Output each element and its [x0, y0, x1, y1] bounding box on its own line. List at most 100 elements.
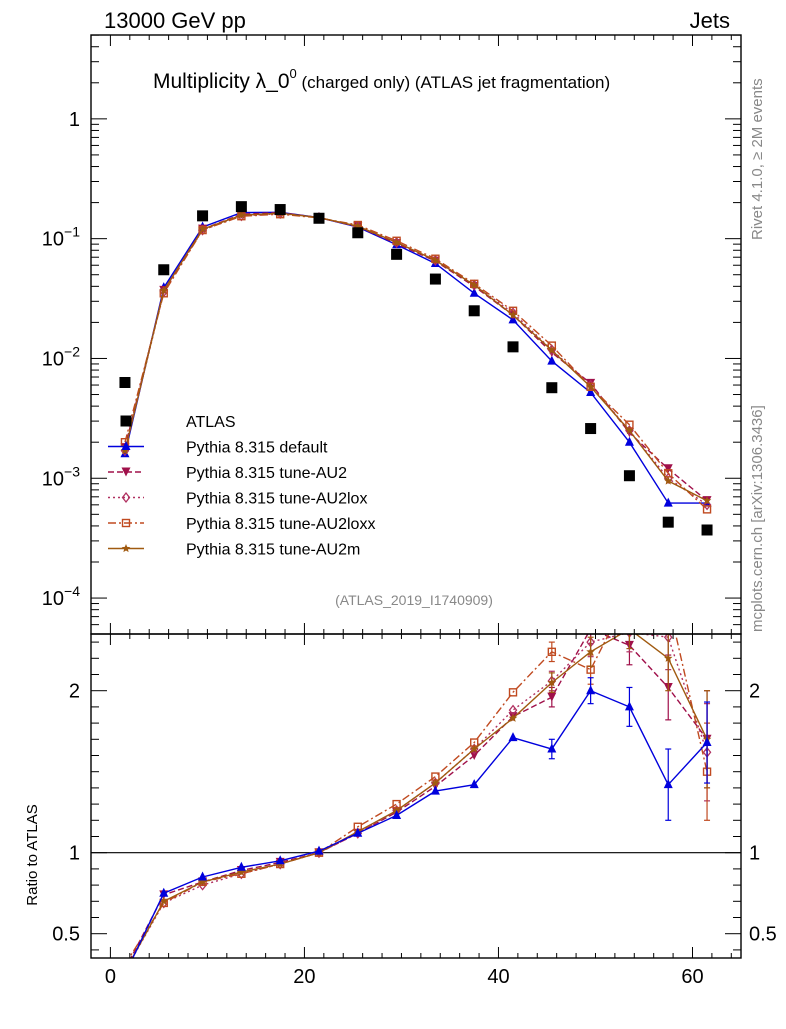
data-point-4-15 — [702, 505, 712, 514]
ratio-series-3 — [121, 590, 712, 968]
y-tick-base-3: 10 — [42, 468, 64, 490]
ratio-point-2-0 — [121, 966, 128, 975]
ratio-point-0-5 — [314, 845, 324, 855]
ratio-point-4-0 — [121, 967, 130, 975]
y-tick-base-4: 10 — [42, 588, 64, 610]
data-point-0-8 — [429, 273, 441, 285]
ratio-point-1-12 — [586, 625, 595, 634]
ratio-point-0-13 — [624, 701, 634, 711]
series-2 — [120, 208, 712, 506]
main-series-group — [119, 201, 713, 536]
data-point-0-1 — [158, 264, 170, 276]
data-point-1-9 — [469, 287, 479, 297]
y-tick-label-0: 1 — [69, 109, 80, 131]
legend-label-3: Pythia 8.315 tune-AU2lox — [186, 491, 367, 508]
legend-marker-5 — [121, 544, 131, 553]
legend-label-4: Pythia 8.315 tune-AU2loxx — [186, 516, 375, 533]
legend-label-1: Pythia 8.315 default — [186, 440, 328, 457]
y-tick-label-3: 10−3 — [42, 463, 80, 490]
ratio-series-0 — [131, 677, 712, 958]
data-point-0-15 — [701, 524, 713, 536]
ratio-point-0-4 — [275, 855, 285, 865]
ratio-point-4-10 — [508, 713, 518, 722]
legend-item-2: Pythia 8.315 tune-AU2 — [108, 465, 347, 482]
data-point-1-0 — [120, 448, 130, 458]
y-tick-exp-3: −3 — [64, 463, 80, 479]
x-tick-label-20: 20 — [293, 966, 315, 988]
analysis-id-label: (ATLAS_2019_I1740909) — [335, 592, 493, 608]
title-sup: 0 — [290, 66, 297, 81]
series-line-3 — [124, 212, 708, 506]
data-point-0-0 — [119, 376, 131, 388]
y-tick-label-1: 10−1 — [42, 224, 80, 251]
data-point-0-2 — [197, 210, 209, 222]
ratio-point-4-11 — [547, 678, 557, 687]
legend-marker-3 — [121, 491, 131, 504]
series-line-1 — [124, 211, 707, 504]
main-title: Multiplicity λ_00 (charged only) (ATLAS … — [153, 66, 610, 93]
y-tick-base-0: 1 — [69, 109, 80, 131]
y-tick-base-1: 10 — [42, 229, 64, 251]
legend-label-5: Pythia 8.315 tune-AU2m — [186, 542, 360, 559]
data-point-5-3 — [237, 210, 246, 219]
legend-marker-4 — [121, 518, 131, 528]
data-point-5-2 — [198, 224, 207, 233]
ratio-point-0-3 — [236, 861, 246, 871]
main-plot-marks — [119, 201, 713, 536]
ratio-point-4-3 — [237, 867, 246, 876]
series-5 — [120, 208, 712, 505]
ratio-line-4 — [131, 634, 708, 958]
ratio-point-1-0 — [120, 965, 129, 974]
data-point-5-8 — [431, 255, 440, 264]
ratio-point-0-6 — [353, 827, 363, 837]
data-point-0-6 — [352, 227, 364, 239]
ratio-y-tick-label-right-2: 2 — [749, 681, 760, 703]
ratio-series-4 — [121, 625, 712, 975]
x-tick-label-60: 60 — [681, 966, 703, 988]
ratio-point-0-15 — [702, 737, 712, 747]
ratio-point-0-9 — [469, 779, 479, 789]
data-point-1-12 — [586, 386, 596, 396]
ratio-point-3-0 — [121, 961, 128, 968]
ratio-plot-marks — [91, 590, 741, 975]
data-point-5-0 — [120, 446, 130, 455]
ratio-point-4-13 — [625, 625, 634, 633]
y-tick-exp-2: −2 — [64, 343, 80, 359]
legend-marker-0 — [120, 415, 132, 427]
data-point-5-9 — [469, 280, 479, 289]
header-energy-label: 13000 GeV pp — [104, 8, 246, 33]
ratio-y-tick-label-left-2: 2 — [69, 681, 80, 703]
data-point-5-15 — [702, 496, 712, 505]
data-point-5-12 — [586, 382, 595, 391]
ratio-line-1 — [130, 634, 708, 958]
x-tick-label-0: 0 — [105, 966, 116, 988]
ratio-line-2 — [131, 634, 708, 958]
title-rest: (charged only) (ATLAS jet fragmentation) — [297, 73, 610, 92]
data-point-1-13 — [624, 436, 634, 446]
y-tick-base-2: 10 — [42, 348, 64, 370]
ratio-point-4-2 — [198, 877, 207, 886]
ratio-point-3-13 — [626, 590, 633, 597]
ratio-line-3 — [128, 634, 708, 958]
ratio-y-tick-label-left-1: 1 — [69, 843, 80, 865]
ratio-point-4-12 — [586, 647, 595, 656]
series-line-4 — [124, 213, 708, 510]
ratio-point-1-11 — [547, 692, 557, 702]
ratio-point-0-1 — [159, 887, 169, 897]
series-line-2 — [124, 211, 708, 502]
legend-item-3: Pythia 8.315 tune-AU2lox — [108, 491, 367, 508]
ratio-point-0-7 — [392, 809, 402, 819]
ratio-y-tick-label-right-0: 0.5 — [749, 924, 777, 946]
ratio-point-4-14 — [664, 653, 673, 662]
data-point-1-11 — [547, 355, 557, 365]
mcplots-credit-label: mcplots.cern.ch [arXiv:1306.3436] — [749, 405, 766, 632]
header-category-label: Jets — [690, 8, 730, 33]
legend-item-0: ATLAS — [120, 414, 236, 431]
data-point-3-10 — [508, 307, 518, 319]
legend-label-0: ATLAS — [186, 414, 236, 431]
data-point-0-10 — [507, 341, 519, 353]
ratio-y-tick-label-right-1: 1 — [749, 843, 760, 865]
data-point-5-13 — [625, 426, 634, 435]
